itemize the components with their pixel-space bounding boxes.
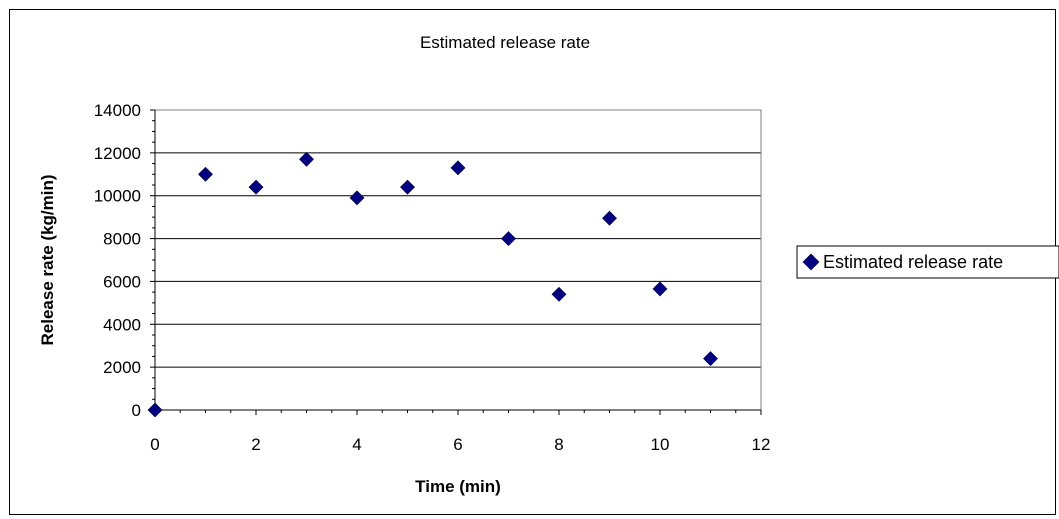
x-tick-label: 12 [752,435,771,454]
chart-title: Estimated release rate [420,33,590,52]
data-point [248,179,264,195]
data-point [501,231,516,246]
plot-area [154,109,762,411]
data-point [652,281,668,297]
data-point [349,190,365,206]
legend-box [796,245,1059,279]
x-tick-label: 2 [251,435,260,454]
data-point [299,151,314,167]
legend: Estimated release rate [796,245,1059,279]
x-tick-label: 8 [554,435,563,454]
x-axis-ticks: 0 2 4 6 8 10 12 [150,410,770,454]
y-axis-title: Release rate (kg/min) [38,174,57,345]
data-points [147,151,718,418]
gridlines [155,109,761,368]
x-tick-label: 10 [651,435,670,454]
y-tick-label: 6000 [103,272,141,291]
y-tick-label: 12000 [94,144,141,163]
data-point [551,286,567,302]
y-tick-label: 4000 [103,315,141,334]
y-tick-label: 14000 [94,101,141,120]
legend-label: Estimated release rate [823,252,1003,272]
x-tick-label: 4 [352,435,361,454]
y-tick-label: 0 [132,401,141,420]
data-point [450,160,466,176]
x-tick-label: 6 [453,435,462,454]
data-point [602,210,617,226]
y-axis-ticks: 0 2000 4000 6000 8000 10000 12000 14000 [94,101,155,420]
y-tick-label: 8000 [103,230,141,249]
legend-marker-icon [802,253,820,271]
data-point [198,166,213,182]
x-tick-label: 0 [150,435,159,454]
data-point [147,402,163,418]
data-point [703,351,718,366]
x-axis-title: Time (min) [415,477,501,496]
y-tick-label: 2000 [103,358,141,377]
y-tick-label: 10000 [94,187,141,206]
data-point [400,179,415,195]
